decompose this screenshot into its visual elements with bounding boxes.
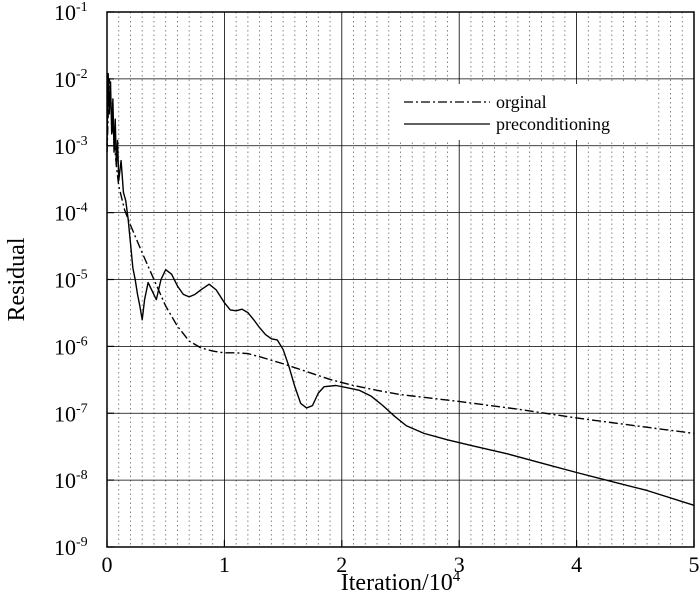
series-layer <box>106 72 695 506</box>
series-line-preconditioning <box>106 72 695 506</box>
y-tick-label: 10-1 <box>54 0 88 25</box>
y-tick-label: 10-5 <box>54 268 88 293</box>
x-tick-label: 5 <box>689 552 700 577</box>
x-tick-label: 4 <box>571 552 582 577</box>
x-tick-label: 2 <box>336 552 347 577</box>
x-tick-label: 3 <box>454 552 465 577</box>
legend-label-preconditioning: preconditioning <box>496 114 610 134</box>
y-tick-label: 10-9 <box>54 535 88 560</box>
x-axis-ticks: 0 1 2 3 4 5 <box>102 540 700 577</box>
x-tick-label: 0 <box>102 552 113 577</box>
y-tick-label: 10-8 <box>54 468 88 493</box>
y-tick-label: 10-6 <box>54 334 88 359</box>
legend-background <box>392 84 652 140</box>
y-axis-ticks: 10-1 10-2 10-3 10-4 10-5 10-6 10-7 10-8 10-9 <box>54 0 114 560</box>
legend: orginal preconditioning <box>392 84 652 140</box>
legend-label-orginal: orginal <box>496 92 547 112</box>
y-tick-label: 10-2 <box>54 67 88 92</box>
y-tick-label: 10-7 <box>54 401 88 426</box>
grid <box>107 12 694 547</box>
x-axis-label: Iteration/104 <box>341 569 461 596</box>
y-axis-label: Residual <box>4 237 30 321</box>
y-tick-label: 10-4 <box>54 201 88 226</box>
x-tick-label: 1 <box>219 552 230 577</box>
y-tick-label: 10-3 <box>54 134 88 159</box>
